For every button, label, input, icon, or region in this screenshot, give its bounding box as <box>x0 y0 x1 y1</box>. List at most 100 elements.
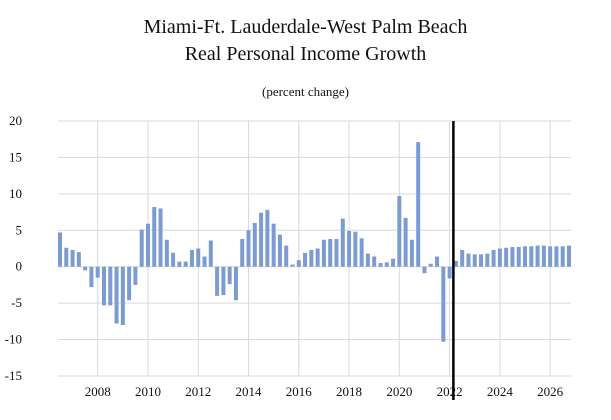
x-tick-label: 2012 <box>185 384 211 399</box>
y-tick-label: 20 <box>9 113 22 128</box>
bar <box>529 246 534 267</box>
bar <box>403 217 408 267</box>
bar <box>548 246 553 267</box>
bar <box>196 248 201 267</box>
y-tick-label: -10 <box>5 332 22 347</box>
bar <box>497 248 502 267</box>
bar <box>397 196 402 267</box>
bar <box>309 249 314 267</box>
bar <box>541 245 546 267</box>
bar <box>202 256 207 267</box>
x-tick-label: 2024 <box>487 384 514 399</box>
bar <box>120 266 125 325</box>
bar <box>321 239 326 267</box>
bar <box>296 260 301 267</box>
chart-note: (percent change) <box>262 84 349 99</box>
bar <box>233 266 238 301</box>
bar <box>95 266 100 278</box>
y-tick-label: -5 <box>11 295 22 310</box>
bar <box>453 260 458 267</box>
bar <box>277 234 282 267</box>
chart-title: Miami-Ft. Lauderdale-West Palm Beach <box>143 16 468 38</box>
bar <box>133 266 138 285</box>
bar <box>271 223 276 267</box>
bar <box>479 254 484 267</box>
bar <box>447 266 452 279</box>
bar <box>284 245 289 267</box>
bar <box>183 261 188 267</box>
bar <box>409 239 414 267</box>
bar <box>83 266 88 271</box>
bar <box>64 247 69 267</box>
bar <box>158 208 163 267</box>
x-tick-label: 2010 <box>135 384 161 399</box>
bar <box>171 252 176 267</box>
bar <box>504 247 509 267</box>
bar <box>139 229 144 267</box>
bar <box>265 209 270 267</box>
bar <box>353 231 358 267</box>
bar <box>208 240 213 267</box>
bar <box>466 253 471 267</box>
bar <box>101 266 106 306</box>
bar <box>378 263 383 267</box>
x-axis-labels: 2008 2010 2012 2014 2016 2018 2020 2022 2024 2026 <box>85 384 564 399</box>
y-tick-label: 5 <box>16 222 23 237</box>
bar <box>145 223 150 267</box>
x-tick-label: 2018 <box>336 384 362 399</box>
x-tick-label: 2014 <box>236 384 263 399</box>
bar <box>435 256 440 267</box>
bar <box>127 266 132 301</box>
bar <box>315 248 320 267</box>
bar <box>472 254 477 267</box>
bar <box>89 266 94 288</box>
bar <box>189 249 194 267</box>
x-tick-label: 2026 <box>537 384 564 399</box>
bar <box>359 238 364 267</box>
bar <box>391 258 396 267</box>
bar <box>215 266 220 296</box>
y-tick-label: 0 <box>16 259 23 274</box>
bar <box>334 239 339 267</box>
y-tick-label: -15 <box>5 368 22 383</box>
bar <box>164 239 169 267</box>
bar <box>567 245 571 267</box>
bar <box>340 218 345 267</box>
bar <box>252 223 257 267</box>
bar <box>441 266 446 342</box>
bar <box>347 231 352 267</box>
bar <box>328 239 333 267</box>
bar <box>58 232 62 267</box>
x-tick-label: 2016 <box>286 384 313 399</box>
bar <box>76 252 81 267</box>
bar <box>422 266 427 274</box>
bar <box>290 264 295 267</box>
bar <box>303 252 308 267</box>
x-tick-label: 2020 <box>386 384 412 399</box>
bar <box>460 249 465 267</box>
chart-subtitle: Real Personal Income Growth <box>184 43 427 65</box>
bar <box>227 266 232 285</box>
bar <box>152 206 157 267</box>
bar <box>535 245 540 267</box>
bar <box>510 247 515 267</box>
bar <box>365 253 370 267</box>
y-tick-label: 10 <box>9 186 22 201</box>
x-tick-label: 2008 <box>85 384 111 399</box>
bar <box>560 246 565 267</box>
bar <box>259 212 264 267</box>
bar <box>428 263 433 267</box>
bar <box>491 249 496 267</box>
bar <box>240 239 245 267</box>
x-tick-label: 2022 <box>437 384 463 399</box>
bar <box>372 256 377 267</box>
bar <box>177 261 182 267</box>
bar <box>70 249 75 267</box>
bar <box>221 266 226 296</box>
bar <box>108 266 113 306</box>
y-tick-label: 15 <box>9 149 22 164</box>
bar <box>114 266 119 324</box>
bar <box>246 230 251 267</box>
